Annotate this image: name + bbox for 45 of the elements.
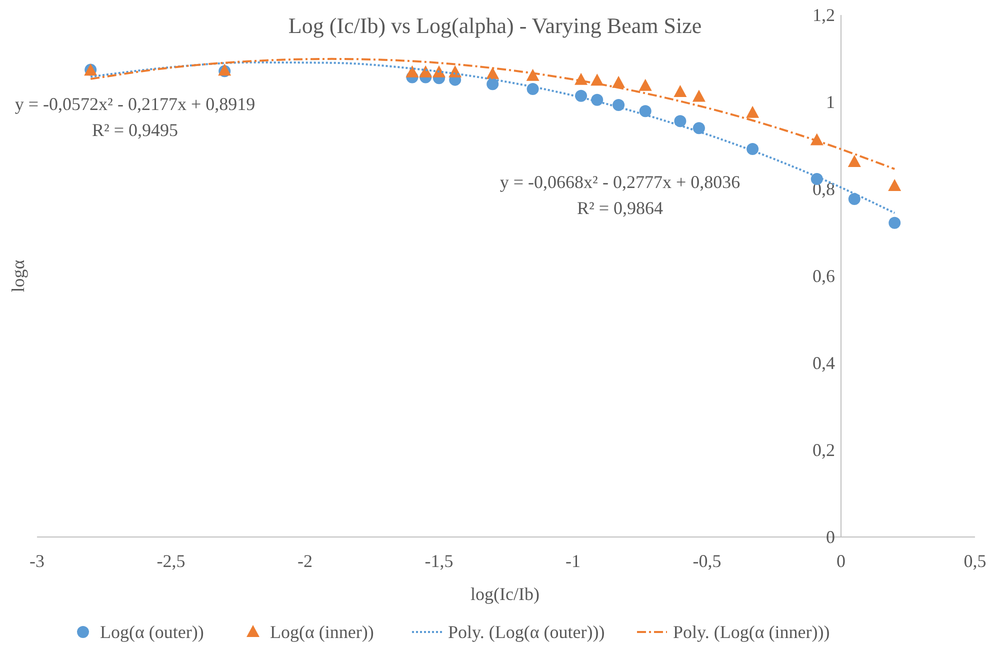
point <box>848 193 860 206</box>
x-tick-label: -1 <box>566 551 580 571</box>
x-tick-label: -2,5 <box>156 551 186 571</box>
x-tick-label: -2 <box>298 551 312 571</box>
point <box>848 155 861 168</box>
legend-label: Poly. (Log(α (inner))) <box>673 622 830 642</box>
x-tick-label: -1,5 <box>424 551 454 571</box>
y-tick-label: 0,2 <box>812 440 835 460</box>
x-tick-label: -0,5 <box>692 551 722 571</box>
y-tick-label: 0,6 <box>812 266 835 286</box>
point <box>486 78 499 90</box>
annotation: R² = 0,9495 <box>92 120 178 140</box>
point <box>639 105 652 118</box>
point <box>692 122 705 134</box>
annotation: y = -0,0572x² - 0,2177x + 0,8919 <box>14 94 256 114</box>
point <box>674 115 686 128</box>
point <box>612 99 625 112</box>
point <box>526 82 539 95</box>
legend-label: Poly. (Log(α (outer))) <box>448 622 605 642</box>
point <box>692 90 706 102</box>
point <box>432 65 446 78</box>
point <box>526 68 540 81</box>
point <box>486 67 500 80</box>
point <box>746 106 760 118</box>
point <box>419 65 432 78</box>
point <box>638 78 652 91</box>
annotation: y = -0,0668x² - 0,2777x + 0,8036 <box>500 172 740 192</box>
y-tick-label: 0,4 <box>812 353 835 373</box>
point <box>674 84 687 97</box>
point <box>888 178 902 191</box>
x-axis-title: log(Ic/Ib) <box>470 584 540 604</box>
legend-label: Log(α (outer)) <box>100 622 204 642</box>
annotation: R² = 0,9864 <box>576 198 664 218</box>
point <box>591 94 604 106</box>
point <box>888 216 901 229</box>
y-tick-label: 0 <box>826 527 835 547</box>
point <box>406 65 419 78</box>
y-tick-label: 1,2 <box>812 5 835 25</box>
legend-label: Log(α (inner)) <box>270 622 374 642</box>
chart-title: Log (Ic/Ib) vs Log(alpha) - Varying Beam Size <box>288 13 702 38</box>
y-axis-title: logα <box>8 259 28 292</box>
y-tick-label: 1 <box>826 92 835 112</box>
x-tick-label: -3 <box>30 551 44 571</box>
x-tick-label: 0,5 <box>964 551 986 571</box>
point <box>575 90 588 102</box>
